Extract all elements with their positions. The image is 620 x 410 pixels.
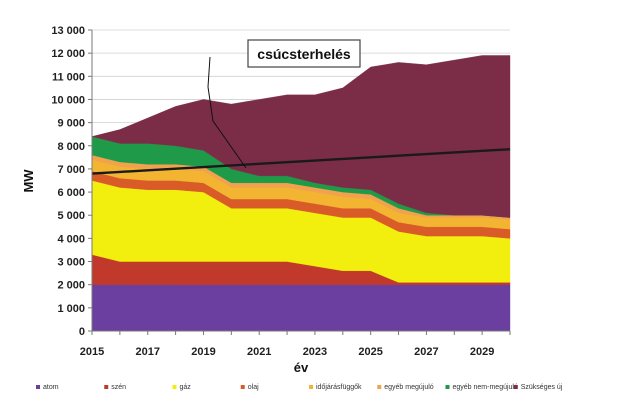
annotation-box — [247, 39, 361, 68]
legend-swatch-atom — [36, 385, 40, 389]
y-axis-title: MW — [21, 169, 36, 193]
x-tick-label: 2029 — [470, 346, 494, 358]
annotation-label: csúcsterhelés — [257, 46, 351, 62]
y-tick-label: 13 000 — [51, 25, 85, 37]
x-tick-label: 2021 — [247, 346, 271, 358]
legend-swatch-olaj — [240, 385, 245, 389]
area-layer — [91, 55, 511, 332]
x-tick-label: 2023 — [303, 346, 327, 358]
legend-label-szen: szén — [111, 384, 126, 391]
legend-label-olaj: olaj — [248, 384, 259, 391]
legend-label-gaz: gáz — [180, 384, 192, 391]
annotation-layer: csúcsterhelés — [207, 39, 361, 169]
legend-label-atom: atom — [43, 384, 59, 391]
legend-swatch-idojarasfuggok — [309, 385, 313, 389]
legend-swatch-egyeb-nem-megujulo — [445, 385, 450, 389]
y-tick-label: 10 000 — [51, 94, 85, 106]
legend-label-idojarasfuggok: időjárásfüggők — [316, 384, 362, 391]
line-layer — [91, 148, 511, 175]
annotation-leader-line — [207, 56, 211, 88]
legend-label-egyeb-megujulo: egyéb megújuló — [384, 384, 434, 391]
y-tick-label: 4 000 — [57, 233, 85, 245]
area-series-atom — [91, 284, 511, 332]
area-series-szukseges-uj — [91, 55, 511, 218]
legend-swatch-gaz — [172, 385, 177, 389]
annotation-pointer — [207, 86, 247, 169]
y-tick-label: 5 000 — [57, 210, 85, 222]
x-tick-label: 2027 — [414, 346, 438, 358]
x-tick-label: 2017 — [135, 346, 159, 358]
y-tick-label: 3 000 — [57, 257, 85, 269]
legend: atom szén gáz olaj időjárásfüggők egyéb megúj… — [36, 384, 563, 391]
peak-load-line — [91, 148, 511, 175]
y-tick-label: 7 000 — [57, 164, 85, 176]
y-tick-label: 1 000 — [57, 303, 85, 315]
x-tick-label: 2015 — [80, 346, 104, 358]
x-tick-label: 2025 — [358, 346, 382, 358]
y-tick-label: 0 — [79, 326, 85, 338]
y-tick-label: 11 000 — [52, 71, 85, 83]
y-tick-label: 9 000 — [57, 118, 85, 130]
x-tick-label: 2019 — [191, 346, 215, 358]
y-tick-label: 6 000 — [57, 187, 85, 199]
legend-swatch-egyeb-megujulo — [377, 385, 382, 389]
axis-layer: 0 1 000 2 000 3 000 4 000 5 000 6 000 7 000 8 00… — [51, 25, 511, 358]
y-tick-label: 12 000 — [51, 48, 85, 60]
y-tick-label: 2 000 — [57, 280, 85, 292]
y-tick-label: 8 000 — [57, 141, 85, 153]
legend-swatch-szen — [104, 385, 109, 389]
legend-swatch-szukseges-uj — [513, 385, 518, 389]
legend-label-egyeb-nem-megujulo: egyéb nem-megújuló — [453, 384, 518, 391]
x-axis-title: év — [294, 360, 309, 375]
legend-label-szukseges-uj: Szükséges új — [521, 384, 563, 391]
